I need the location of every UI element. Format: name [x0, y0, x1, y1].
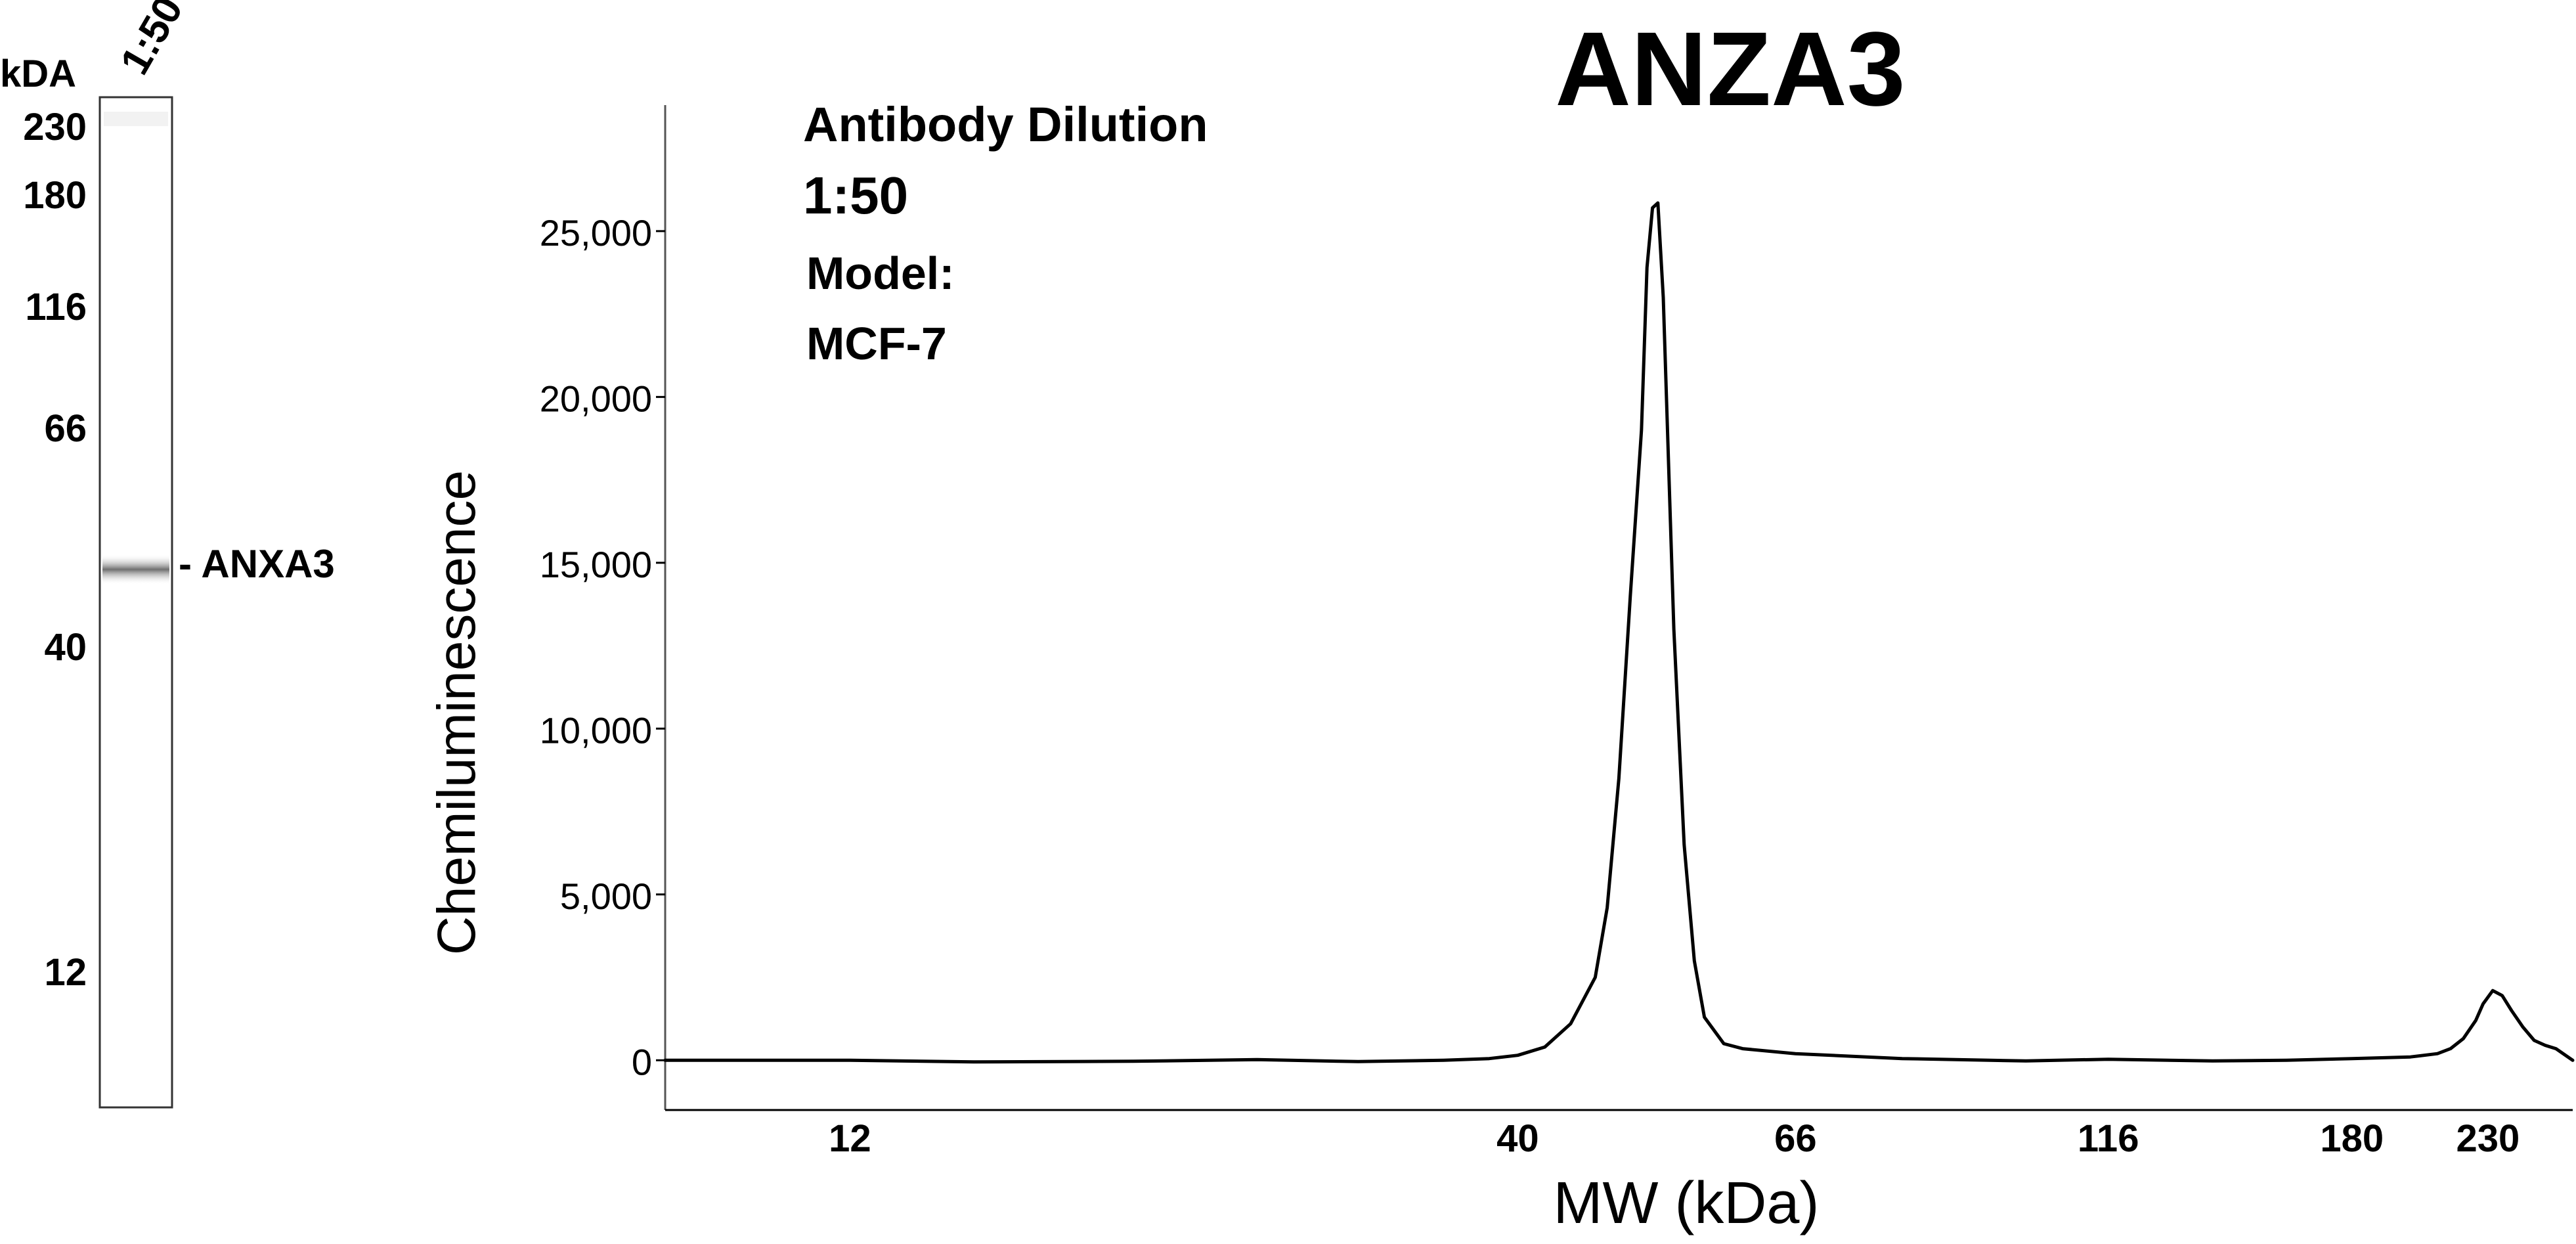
x-ticks: 12 40 66 116 180 230	[829, 1117, 2520, 1160]
x-tick-label: 116	[2078, 1117, 2139, 1160]
data-point	[1443, 1059, 1445, 1061]
data-point	[2474, 1019, 2477, 1022]
data-point	[747, 1059, 750, 1061]
x-tick-label: 180	[2320, 1117, 2384, 1160]
blot-lane-label: 1:50	[112, 0, 192, 82]
blot-band-label: - ANXA3	[179, 542, 335, 586]
blot-marker-116: 116	[25, 286, 87, 328]
blot-marker-12: 12	[44, 951, 87, 994]
data-point	[1617, 777, 1620, 780]
y-tick-label: 10,000	[540, 709, 652, 751]
data-point	[664, 1059, 666, 1061]
y-ticks: 0 5,000 10,000 15,000 20,000 25,000	[540, 212, 665, 1082]
data-point	[1594, 976, 1596, 979]
data-point	[2521, 1026, 2524, 1029]
annotation-dilution-value: 1:50	[803, 166, 908, 225]
data-point	[1662, 296, 1665, 299]
data-point	[1132, 1060, 1135, 1063]
data-point	[1693, 960, 1695, 962]
blot-top-smear	[104, 112, 168, 126]
data-point	[972, 1061, 975, 1063]
y-tick-label: 0	[632, 1041, 652, 1082]
data-point	[2544, 1044, 2546, 1046]
blot-marker-40: 40	[44, 626, 87, 669]
data-point	[1516, 1054, 1519, 1057]
data-point	[1722, 1042, 1725, 1045]
x-tick-label: 66	[1774, 1117, 1817, 1160]
data-point	[1741, 1048, 1744, 1050]
data-point	[1488, 1057, 1491, 1060]
y-tick-label: 15,000	[540, 544, 652, 585]
data-point	[2462, 1037, 2464, 1040]
data-point	[1657, 202, 1659, 204]
data-point	[1629, 594, 1632, 597]
annotation-model-label: Model:	[806, 248, 955, 299]
data-point	[2554, 1048, 2557, 1050]
blot-lane	[98, 96, 173, 1109]
data-point	[1901, 1057, 1904, 1060]
x-tick-label: 40	[1496, 1117, 1539, 1160]
data-point	[1606, 906, 1609, 909]
blot-band	[102, 554, 169, 585]
blot-marker-180: 180	[23, 174, 87, 217]
data-point	[2449, 1048, 2452, 1050]
data-point	[1703, 1016, 1706, 1019]
data-point	[2436, 1052, 2439, 1055]
data-point	[2510, 1010, 2513, 1011]
blot-panel: kDA 1:50 230 180 116 66 40 12 - ANXA3	[0, 0, 335, 1109]
data-point	[1672, 628, 1675, 631]
annotation-model-value: MCF-7	[806, 318, 947, 369]
blot-marker-230: 230	[23, 106, 87, 148]
blot-unit-label: kDA	[0, 53, 76, 95]
data-point	[2501, 994, 2504, 997]
data-point	[1646, 266, 1648, 269]
y-axis-label: Chemiluminescence	[427, 470, 487, 955]
data-point	[1357, 1060, 1359, 1063]
data-point	[2351, 1057, 2353, 1060]
y-tick-label: 25,000	[540, 212, 652, 254]
data-point	[1640, 429, 1643, 432]
data-point	[1651, 207, 1654, 209]
data-point	[2024, 1059, 2027, 1062]
x-tick-label: 12	[829, 1117, 871, 1160]
series-layer	[663, 201, 2575, 1064]
x-tick-label: 230	[2456, 1117, 2520, 1160]
x-axis-label: MW (kDa)	[1554, 1170, 1820, 1236]
chart: ANZA3 Antibody Dilution 1:50 Model: MCF-…	[427, 10, 2575, 1236]
data-point	[1569, 1023, 1572, 1025]
data-point	[1255, 1058, 1258, 1061]
blot-marker-66: 66	[44, 407, 87, 450]
data-point	[1794, 1052, 1797, 1055]
data-point	[2482, 1002, 2484, 1005]
data-point	[1683, 843, 1686, 846]
data-point	[848, 1059, 851, 1061]
annotation-dilution-label: Antibody Dilution	[803, 97, 1208, 152]
y-tick-label: 5,000	[560, 876, 652, 917]
data-point	[2409, 1055, 2412, 1058]
data-point	[2491, 989, 2494, 992]
data-point	[2107, 1058, 2110, 1061]
data-point	[2212, 1059, 2214, 1062]
data-point	[2533, 1039, 2535, 1042]
y-tick-label: 20,000	[540, 378, 652, 419]
data-point	[2571, 1059, 2574, 1061]
data-point	[1544, 1046, 1546, 1048]
chart-title: ANZA3	[1555, 10, 1905, 127]
series-line	[663, 201, 2575, 1064]
data-point	[2285, 1059, 2288, 1061]
